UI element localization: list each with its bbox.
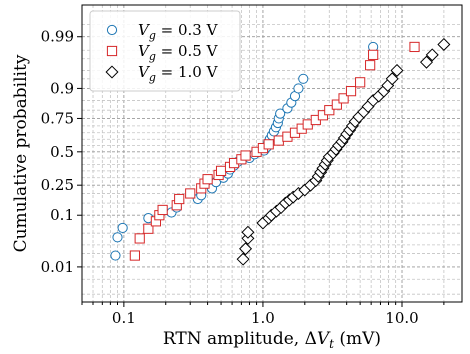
- data-point-square: [273, 135, 284, 146]
- x-axis-label: RTN amplitude, ΔVt (mV): [163, 329, 381, 351]
- legend-label-var: V: [138, 42, 151, 60]
- data-point-square: [345, 86, 357, 97]
- data-point-diamond: [425, 48, 439, 62]
- legend-label: Vg = 1.0 V: [138, 63, 219, 84]
- data-point-circle: [298, 73, 309, 84]
- data-point-circle: [112, 232, 123, 243]
- data-point-circle: [275, 108, 286, 119]
- legend-label-value: = 0.5 V: [156, 42, 219, 60]
- x-axis-label-var: V: [317, 329, 331, 349]
- data-point-diamond: [241, 225, 255, 239]
- x-tick-label: 10.0: [385, 309, 418, 327]
- y-tick-label: 0.9: [50, 79, 74, 97]
- data-point-square: [324, 105, 335, 116]
- data-point-circle: [293, 83, 304, 94]
- legend-label: Vg = 0.3 V: [138, 21, 219, 42]
- plot-area-frame: [81, 4, 463, 303]
- data-point-circle: [110, 250, 121, 261]
- legend-label-sub: g: [149, 29, 156, 42]
- data-point-square: [240, 150, 251, 161]
- data-point-diamond: [419, 55, 434, 69]
- data-point-square: [263, 139, 274, 150]
- data-point-diamond: [385, 72, 399, 86]
- data-point-square: [365, 60, 376, 71]
- legend-label-sub: g: [149, 71, 156, 84]
- legend: Vg = 0.3 VVg = 0.5 VVg = 1.0 V: [89, 10, 241, 92]
- data-point-square: [355, 77, 366, 88]
- data-point-diamond: [390, 63, 404, 77]
- series-layer: [110, 37, 451, 266]
- data-point-circle: [117, 222, 128, 234]
- y-tick-label: 0.5: [50, 143, 74, 161]
- x-axis-label-suffix: (mV): [334, 329, 381, 349]
- data-point-square: [143, 223, 154, 234]
- data-point-square: [129, 250, 140, 261]
- data-point-square: [338, 93, 349, 104]
- x-axis-label-prefix: RTN amplitude,: [163, 329, 305, 349]
- y-tick-label: 0.01: [41, 258, 74, 276]
- y-tick-label: 0.1: [50, 206, 74, 224]
- x-axis-label-delta: Δ: [305, 329, 317, 349]
- data-point-square: [185, 188, 196, 199]
- legend-box: [89, 10, 241, 92]
- legend-marker-diamond: [105, 65, 119, 79]
- data-point-square: [409, 41, 420, 53]
- x-tick-label: 1.0: [251, 309, 275, 327]
- x-tick-label: 0.1: [112, 309, 136, 327]
- data-point-square: [174, 193, 185, 205]
- y-tick-label: 0.99: [41, 28, 74, 46]
- data-point-square: [331, 99, 342, 110]
- legend-marker-circle: [106, 24, 118, 36]
- y-tick-label: 0.75: [41, 109, 74, 127]
- series-diamond: [236, 37, 451, 266]
- legend-label-var: V: [138, 63, 151, 81]
- legend-label-var: V: [138, 21, 151, 39]
- legend-label-sub: g: [149, 50, 156, 63]
- data-point-diamond: [236, 252, 250, 266]
- y-axis-label: Cumulative probability: [11, 54, 31, 252]
- x-axis-label-sub: t: [329, 337, 334, 351]
- data-point-diamond: [239, 242, 253, 256]
- data-point-square: [215, 165, 227, 176]
- data-point-square: [134, 233, 145, 244]
- data-point-square: [157, 204, 168, 216]
- data-point-square: [368, 49, 379, 60]
- legend-label: Vg = 0.5 V: [138, 42, 219, 63]
- y-tick-label: 0.25: [41, 176, 74, 194]
- legend-label-value: = 1.0 V: [156, 63, 219, 81]
- data-point-square: [202, 174, 213, 185]
- series-square: [129, 41, 420, 261]
- legend-label-value: = 0.3 V: [156, 21, 219, 39]
- legend-marker-square: [106, 45, 118, 57]
- tick-labels: 0.1 1.0 10.0 0.01 0.1 0.25 0.5 0.75 0.9 0.99: [41, 28, 419, 327]
- data-point-diamond: [437, 37, 451, 51]
